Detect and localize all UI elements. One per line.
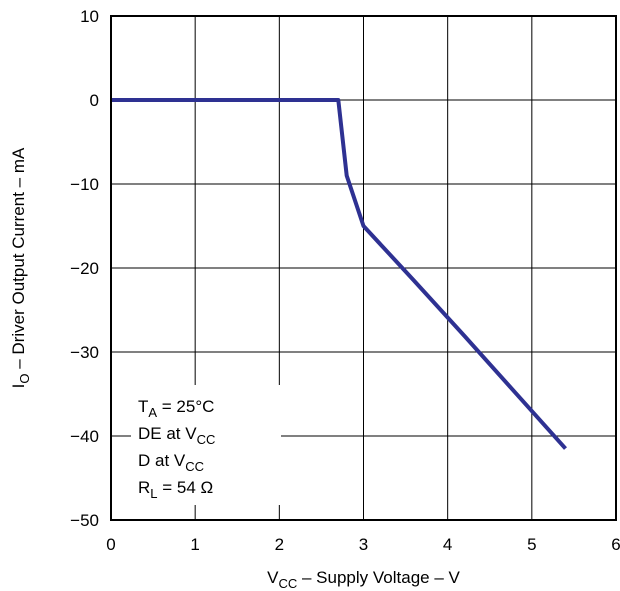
y-tick-label: 0 [90,91,99,110]
annotation-box [131,385,281,505]
annotation-line: TA = 25°C [138,397,214,420]
x-tick-label: 1 [190,535,199,554]
x-tick-labels: 0 1 2 3 4 5 6 [106,535,620,554]
annotation: TA = 25°C DE at VCC D at VCC RL = 54 Ω [138,397,215,501]
series-line [111,98,567,450]
y-tick-label: 10 [80,7,99,26]
y-axis-label: IO – Driver Output Current – mA [9,147,32,388]
y-tick-labels: 10 0 −10 −20 −30 −40 −50 [70,7,99,530]
y-tick-label: −40 [70,427,99,446]
x-tick-label: 4 [443,535,452,554]
x-axis-label: VCC – Supply Voltage – V [267,568,460,591]
x-tick-label: 5 [527,535,536,554]
annotation-line: DE at VCC [138,424,215,447]
y-tick-label: −10 [70,175,99,194]
y-tick-label: −30 [70,343,99,362]
x-tick-label: 6 [611,535,620,554]
y-tick-label: −20 [70,259,99,278]
x-tick-label: 3 [359,535,368,554]
annotation-line: RL = 54 Ω [138,478,213,501]
y-tick-label: −50 [70,511,99,530]
plot-frame [110,15,617,521]
annotation-line: D at VCC [138,451,204,474]
x-tick-label: 0 [106,535,115,554]
x-tick-label: 2 [275,535,284,554]
